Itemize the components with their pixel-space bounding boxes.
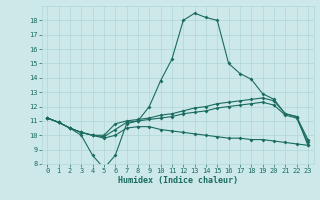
X-axis label: Humidex (Indice chaleur): Humidex (Indice chaleur) <box>118 176 237 185</box>
